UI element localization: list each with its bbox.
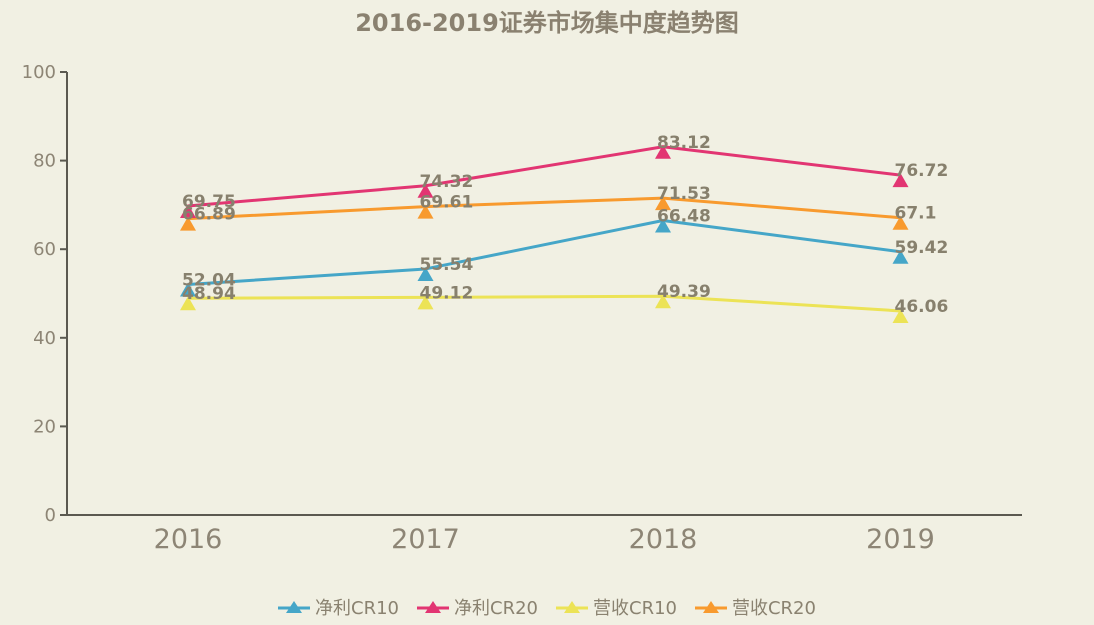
x-tick-label: 2017 (391, 524, 460, 555)
data-point-marker[interactable] (655, 218, 671, 233)
data-point-label: 48.94 (182, 284, 236, 304)
data-point-marker[interactable] (180, 216, 196, 231)
data-point-label: 74.32 (420, 172, 474, 192)
data-point-label: 59.42 (895, 238, 949, 258)
y-tick-label: 20 (33, 416, 56, 437)
legend-item-净利CR20[interactable]: 净利CR20 (417, 594, 538, 620)
data-point-marker[interactable] (655, 196, 671, 211)
data-point-marker[interactable] (892, 215, 909, 230)
data-point-marker[interactable] (417, 266, 434, 281)
x-tick-label: 2019 (866, 524, 935, 555)
series-line-营收CR20 (187, 196, 901, 221)
data-point-label: 69.61 (420, 193, 474, 213)
data-point-marker[interactable] (655, 294, 671, 309)
data-point-label: 46.06 (895, 297, 949, 317)
legend-item-营收CR10[interactable]: 营收CR10 (556, 594, 677, 620)
series-line-净利CR10 (187, 218, 901, 286)
data-point-marker[interactable] (180, 204, 196, 219)
data-point-marker[interactable] (180, 296, 196, 311)
legend-triangle-marker-icon (556, 601, 588, 613)
data-point-marker[interactable] (417, 183, 434, 198)
legend-item-label: 营收CR20 (731, 598, 816, 619)
data-point-marker[interactable] (655, 144, 671, 159)
x-tick-label: 2018 (629, 524, 698, 555)
series-line-营收CR10 (187, 294, 901, 313)
legend-triangle-marker-icon (417, 601, 450, 613)
legend-item-label: 净利CR10 (315, 598, 400, 619)
chart-title: 2016-2019证券市场集中度趋势图 (355, 9, 739, 37)
data-point-marker[interactable] (892, 249, 909, 264)
data-point-marker[interactable] (892, 308, 909, 323)
y-tick-label: 60 (33, 239, 56, 260)
y-tick-label: 80 (33, 151, 56, 172)
data-point-label: 66.89 (182, 205, 236, 225)
data-point-marker[interactable] (180, 282, 196, 297)
legend-item-营收CR20[interactable]: 营收CR20 (694, 594, 816, 620)
legend-item-净利CR10[interactable]: 净利CR10 (278, 594, 399, 620)
data-point-label: 55.54 (420, 255, 474, 275)
data-point-label: 66.48 (657, 206, 711, 226)
legend-item-label: 营收CR10 (593, 598, 677, 619)
x-tick-label: 2016 (154, 524, 223, 555)
data-point-label: 83.12 (657, 133, 711, 153)
data-point-marker[interactable] (417, 295, 434, 310)
data-point-label: 49.39 (657, 282, 711, 302)
legend-item-label: 净利CR20 (454, 598, 538, 619)
series-line-净利CR20 (187, 145, 901, 208)
data-point-label: 52.04 (182, 270, 236, 290)
data-point-label: 71.53 (657, 184, 711, 204)
legend-triangle-marker-icon (694, 601, 727, 613)
data-point-label: 69.75 (182, 192, 236, 212)
y-tick-label: 100 (22, 62, 56, 83)
data-point-label: 49.12 (420, 283, 474, 303)
legend-triangle-marker-icon (278, 601, 311, 613)
data-point-marker[interactable] (417, 204, 434, 219)
data-point-label: 76.72 (895, 161, 949, 181)
legend: 净利CR10 净利CR20 营收CR10 营收CR20 (0, 594, 1094, 620)
data-point-label: 67.1 (895, 204, 937, 224)
y-tick-label: 40 (33, 328, 56, 349)
y-tick-label: 0 (45, 505, 56, 526)
data-point-marker[interactable] (892, 173, 909, 188)
